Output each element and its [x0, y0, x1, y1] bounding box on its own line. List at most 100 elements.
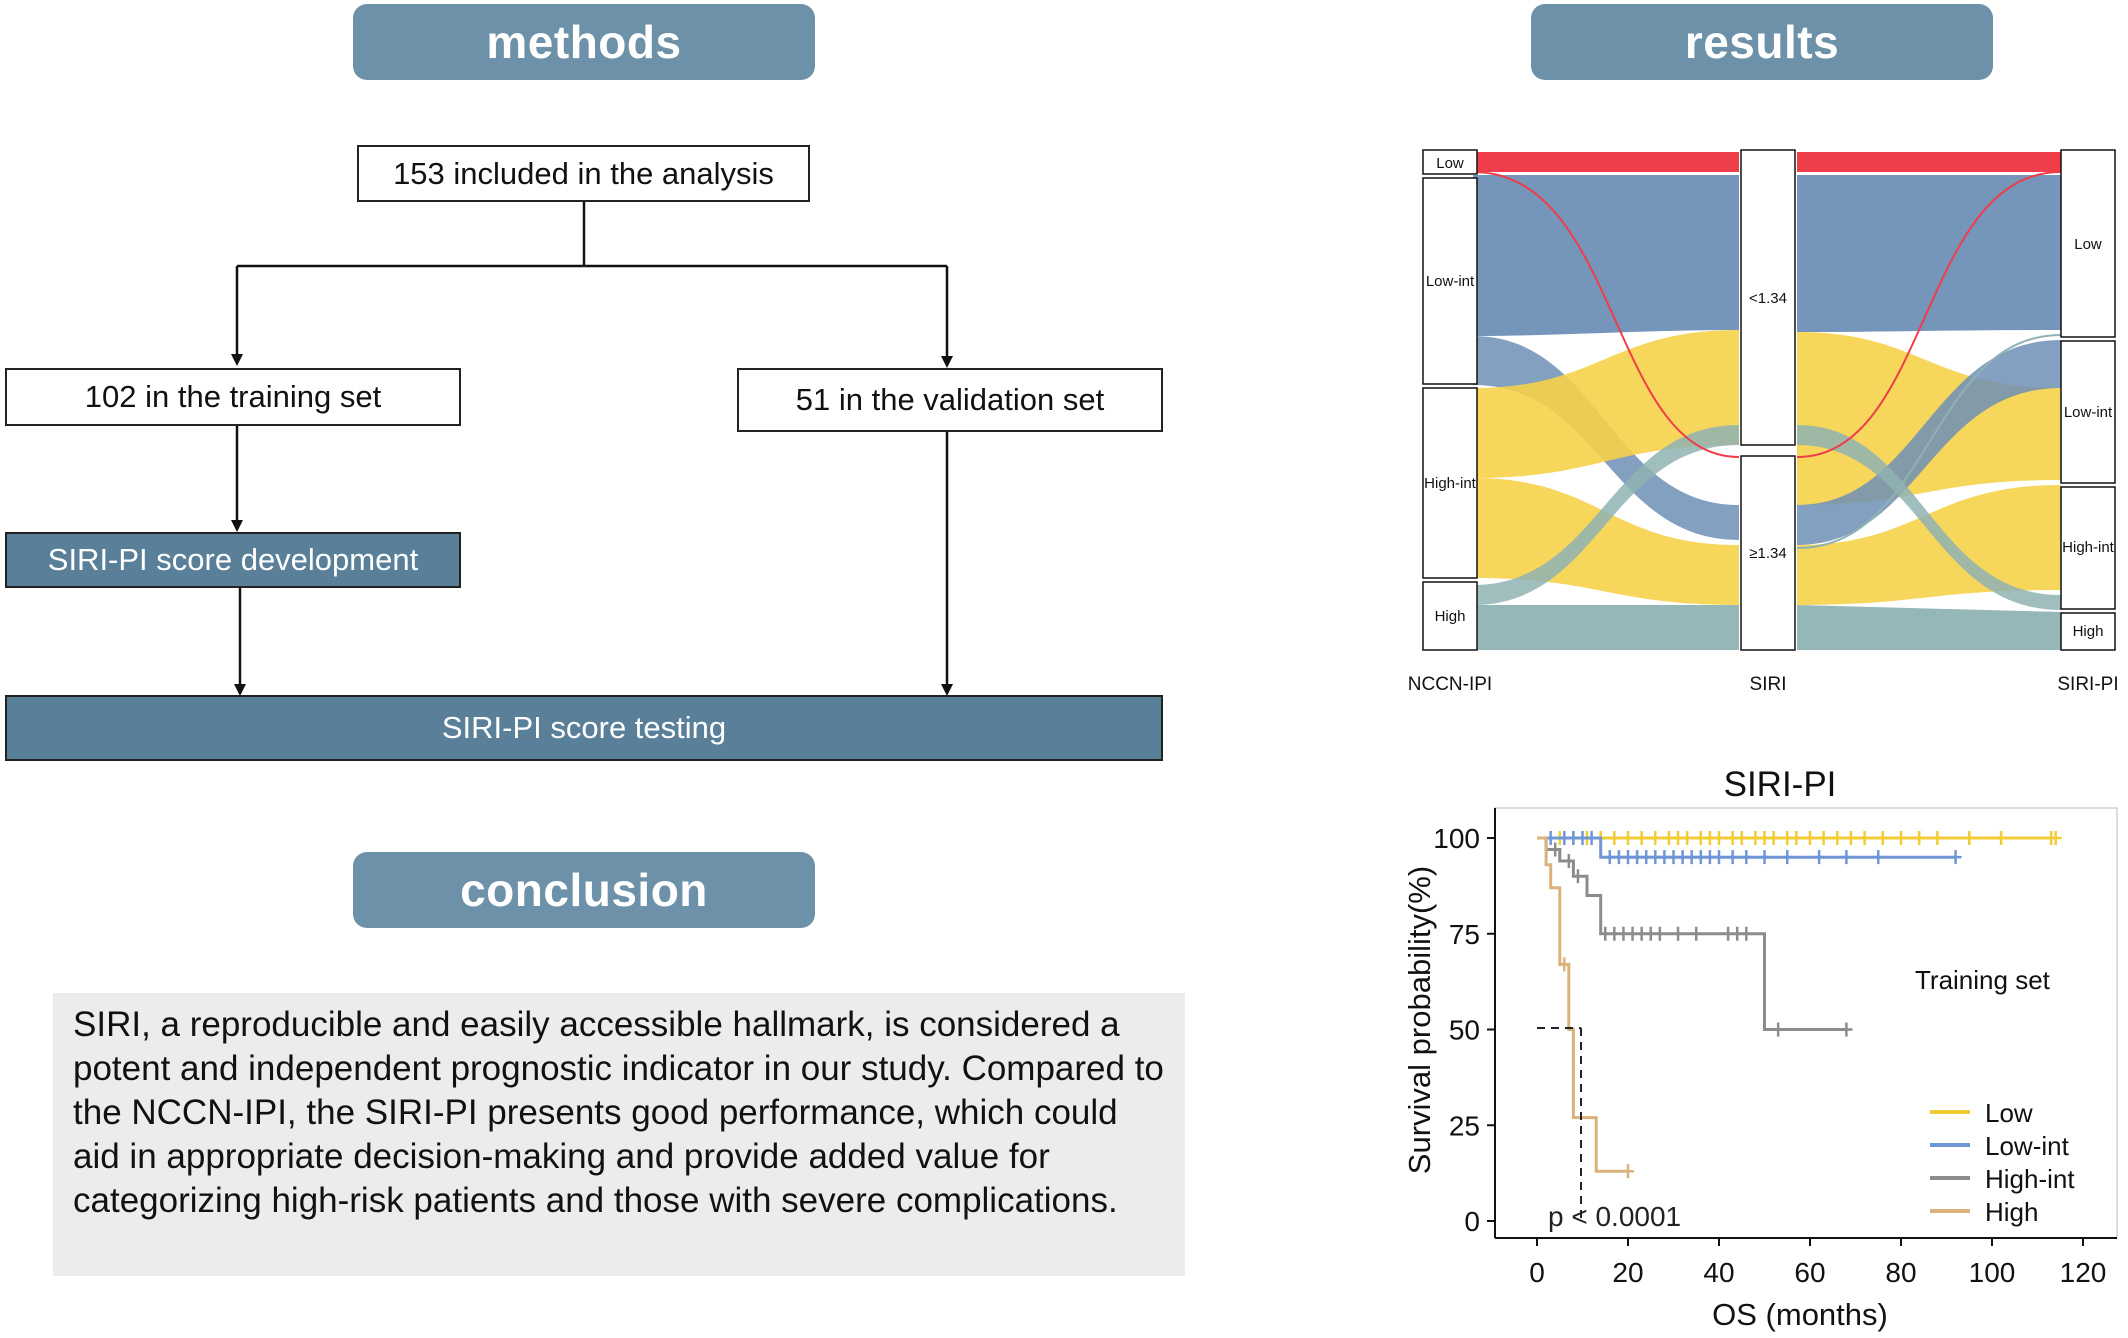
km-ylabel: Survival probability(%): [1402, 866, 1437, 1174]
censor-mark-low: [1713, 831, 1725, 845]
censor-mark-low: [1635, 831, 1648, 845]
x-tick-label: 120: [2060, 1257, 2107, 1288]
legend-label: High-int: [1985, 1164, 2075, 1194]
censor-mark-low: [1858, 831, 1871, 845]
pvalue-label: p < 0.0001: [1548, 1201, 1681, 1232]
node-left-lowint: [1422, 177, 1478, 385]
censor-mark-low-int: [1840, 850, 1853, 865]
flow-low-low: [1473, 152, 1739, 172]
flow-mid-right-low: [1797, 152, 2061, 172]
censor-mark-high-int: [1690, 926, 1703, 941]
node-mid-low: [1740, 149, 1796, 446]
development-box: SIRI-PI score development: [5, 532, 461, 588]
km-plot: 0 20 40 60 80 100 120 0 25 50 75 100 p < 0.0001 Tra…: [1402, 807, 2118, 1332]
censor-mark-low: [1790, 831, 1803, 845]
flowchart-connectors: [231, 202, 953, 696]
flow-mid-right-d: [1797, 425, 2061, 610]
censor-mark-low-int: [1740, 850, 1753, 865]
sankey-diagram: Low Low-int High-int High <1.34 ≥1.34 Lo…: [1408, 149, 2119, 695]
censor-mark-low: [2049, 831, 2062, 845]
axis-label-siri: SIRI: [1750, 674, 1787, 695]
x-tick-label: 80: [1885, 1257, 1916, 1288]
training-set-label: Training set: [1915, 965, 2051, 995]
testing-box: SIRI-PI score testing: [5, 695, 1163, 761]
x-tick-label: 100: [1969, 1257, 2016, 1288]
censor-mark-high: [1622, 1164, 1634, 1179]
axis-label-siri-pi: SIRI-PI: [2057, 674, 2118, 695]
node-right-low: [2060, 149, 2116, 338]
results-header: results: [1531, 4, 1993, 80]
node-label-left-high: High: [1435, 608, 1466, 625]
node-right-lowint: [2060, 340, 2116, 484]
node-right-highint: [2060, 486, 2116, 610]
censor-mark-low: [1844, 831, 1857, 845]
censor-mark-low-int: [1713, 850, 1725, 865]
flow-mid-right-lowint: [1797, 175, 2061, 332]
y-tick-label: 0: [1464, 1206, 1480, 1237]
node-label-right-high: High: [2073, 623, 2104, 640]
censor-mark-low: [1804, 831, 1816, 845]
y-tick-label: 100: [1433, 823, 1480, 854]
km-plot-frame: [1494, 807, 2118, 1239]
node-right-high: [2060, 612, 2116, 651]
node-label-right-lowint: Low-int: [2064, 404, 2113, 421]
censor-mark-low: [1895, 831, 1907, 845]
methods-header: methods: [353, 4, 815, 80]
censor-mark-low: [1735, 831, 1748, 845]
censor-mark-low-int: [1949, 850, 1962, 865]
axis-label-nccn-ipi: NCCN-IPI: [1408, 674, 1492, 695]
conclusion-header: conclusion: [353, 852, 815, 928]
censor-mark-low-int: [1813, 850, 1826, 865]
censor-mark-low: [1767, 831, 1780, 845]
flow-highint-low: [1473, 330, 1739, 478]
flow-high-low: [1473, 425, 1739, 605]
censor-mark-low-int: [1872, 850, 1885, 865]
censor-mark-low: [1913, 831, 1926, 845]
censor-mark-low: [1995, 831, 2008, 845]
flow-line-red-right: [1796, 171, 2062, 458]
node-label-right-highint: High-int: [2062, 539, 2115, 556]
censor-mark-low-int: [1726, 850, 1739, 865]
censor-mark-low-int: [1585, 831, 1598, 845]
y-tick-label: 50: [1449, 1015, 1480, 1046]
legend-label: High: [1985, 1197, 2038, 1227]
censor-mark-high-int: [1571, 869, 1584, 884]
y-tick-label: 75: [1449, 919, 1480, 950]
node-left-high: [1422, 581, 1478, 651]
censor-mark-low-int: [1758, 850, 1771, 865]
km-title: SIRI-PI: [1723, 765, 1837, 804]
censor-mark-low: [1817, 831, 1830, 845]
node-left-low: [1422, 149, 1478, 175]
node-label-right-low: Low: [2074, 236, 2102, 253]
censor-mark-low: [1876, 831, 1889, 845]
censor-mark-high-int: [1772, 1022, 1785, 1037]
censor-mark-low: [1622, 831, 1634, 845]
legend-label: Low: [1985, 1098, 2033, 1128]
node-label-mid-high: ≥1.34: [1749, 545, 1786, 562]
censor-mark-low-int: [1781, 850, 1794, 865]
flow-high-high: [1473, 605, 1739, 650]
censor-mark-high: [1558, 957, 1571, 972]
node-left-highint: [1422, 387, 1478, 579]
censor-mark-low: [1649, 831, 1662, 845]
censor-mark-high-int: [1740, 926, 1753, 941]
censor-mark-low: [1681, 831, 1694, 845]
censor-mark-low: [1963, 831, 1976, 845]
node-label-left-low: Low: [1436, 155, 1464, 172]
flow-line-teal-right: [1796, 334, 2062, 549]
validation-box: 51 in the validation set: [737, 368, 1163, 432]
x-tick-label: 60: [1794, 1257, 1825, 1288]
x-tick-label: 40: [1703, 1257, 1734, 1288]
censor-mark-high-int: [1672, 926, 1685, 941]
censor-mark-low: [1608, 831, 1621, 845]
node-label-mid-low: <1.34: [1749, 290, 1787, 307]
x-tick-label: 20: [1612, 1257, 1643, 1288]
node-label-left-highint: High-int: [1424, 475, 1477, 492]
flow-line-red-left: [1472, 171, 1740, 458]
censor-mark-high-int: [1653, 926, 1666, 941]
y-tick-label: 25: [1449, 1110, 1480, 1141]
included-box: 153 included in the analysis: [357, 145, 810, 202]
conclusion-paragraph: SIRI, a reproducible and easily accessib…: [53, 993, 1185, 1276]
